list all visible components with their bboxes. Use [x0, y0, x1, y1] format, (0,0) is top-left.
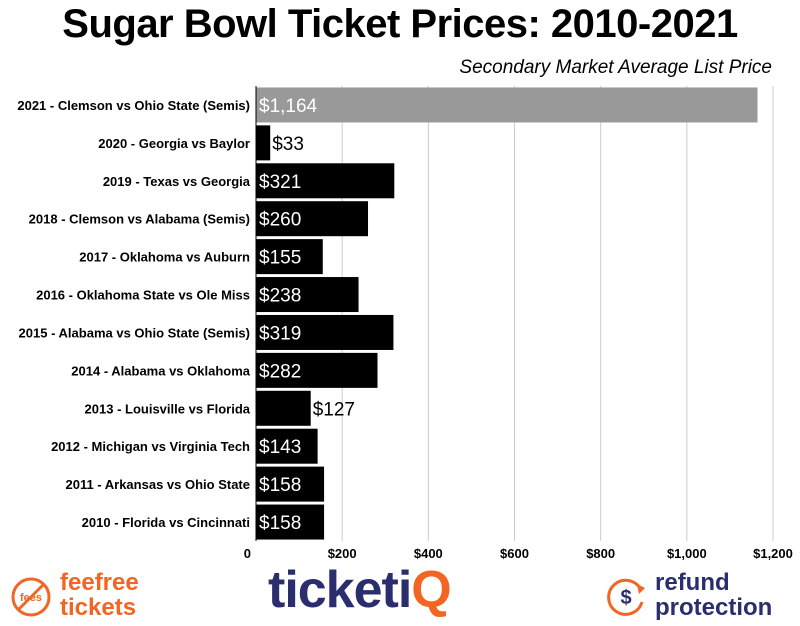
- ticketiq-logo: ticketiQ: [268, 561, 538, 626]
- footer: fees feefree tickets ticketiQ $ refund p…: [0, 561, 800, 626]
- category-label: 2012 - Michigan vs Virginia Tech: [51, 439, 250, 454]
- value-label: $238: [259, 286, 301, 307]
- value-labels: $1,164 $33 $321 $260 $155 $238 $319 $282 $127 $14…: [259, 96, 355, 534]
- category-label: 2018 - Clemson vs Alabama (Semis): [29, 212, 250, 227]
- bar: [256, 201, 369, 237]
- value-label: $155: [259, 248, 301, 269]
- x-tick-label: $1,200: [753, 546, 793, 561]
- x-tick-label: $600: [500, 546, 529, 561]
- bar: [256, 390, 311, 426]
- value-label: $143: [259, 437, 301, 458]
- fees-icon-text: fees: [20, 592, 42, 604]
- bar: [256, 352, 378, 388]
- chart-title: Sugar Bowl Ticket Prices: 2010-2021: [62, 2, 738, 46]
- category-label: 2019 - Texas vs Georgia: [103, 174, 251, 189]
- bar: [256, 87, 758, 123]
- chart-subtitle: Secondary Market Average List Price: [459, 57, 772, 78]
- category-label: 2020 - Georgia vs Baylor: [98, 136, 250, 151]
- x-tick-label: $200: [328, 546, 357, 561]
- feefree-text: feefree: [60, 569, 139, 596]
- category-label: 2015 - Alabama vs Ohio State (Semis): [19, 325, 250, 340]
- bar: [256, 163, 395, 199]
- protection-text: protection: [655, 594, 773, 621]
- x-tick-label: 0: [244, 546, 251, 561]
- value-label: $33: [272, 134, 304, 155]
- bars: [256, 87, 758, 540]
- x-tick-labels: 0 $200 $400 $600 $800 $1,000 $1,200: [244, 546, 793, 561]
- bar: [256, 277, 359, 313]
- category-label: 2016 - Oklahoma State vs Ole Miss: [36, 288, 250, 303]
- bar: [256, 428, 318, 464]
- no-fees-icon: fees: [11, 577, 51, 617]
- bar: [256, 314, 394, 350]
- value-label: $158: [259, 513, 301, 534]
- x-tick-label: $1,000: [667, 546, 707, 561]
- feefree-logo: fees feefree tickets: [10, 570, 190, 622]
- value-label: $1,164: [259, 96, 318, 117]
- category-label: 2017 - Oklahoma vs Auburn: [79, 250, 250, 265]
- svg-text:$: $: [620, 587, 631, 609]
- tickets-text: tickets: [60, 594, 137, 621]
- value-label: $319: [259, 323, 301, 344]
- category-label: 2011 - Arkansas vs Ohio State: [65, 477, 250, 492]
- refund-protection-logo: $ refund protection: [605, 570, 795, 622]
- bar: [256, 504, 325, 540]
- bar: [256, 239, 323, 275]
- category-label: 2014 - Alabama vs Oklahoma: [71, 363, 250, 378]
- value-label: $158: [259, 475, 301, 496]
- category-labels: 2021 - Clemson vs Ohio State (Semis) 2020…: [17, 98, 250, 530]
- value-label: $260: [259, 210, 301, 231]
- bar: [256, 466, 325, 502]
- x-tick-label: $400: [414, 546, 443, 561]
- ticketiq-text: ticketi: [268, 561, 412, 619]
- ticketiq-q: Q: [411, 561, 451, 619]
- grid-lines: [341, 86, 774, 541]
- category-label: 2021 - Clemson vs Ohio State (Semis): [17, 98, 250, 113]
- refund-text: refund: [655, 569, 730, 596]
- value-label: $127: [313, 399, 355, 420]
- x-tick-label: $800: [586, 546, 615, 561]
- dollar-icon: $: [607, 578, 645, 616]
- bar: [256, 125, 271, 161]
- value-label: $282: [259, 361, 301, 382]
- bar-chart: 2021 - Clemson vs Ohio State (Semis) 2020…: [17, 86, 793, 561]
- category-label: 2013 - Louisville vs Florida: [85, 401, 251, 416]
- value-label: $321: [259, 172, 301, 193]
- category-label: 2010 - Florida vs Cincinnati: [82, 515, 250, 530]
